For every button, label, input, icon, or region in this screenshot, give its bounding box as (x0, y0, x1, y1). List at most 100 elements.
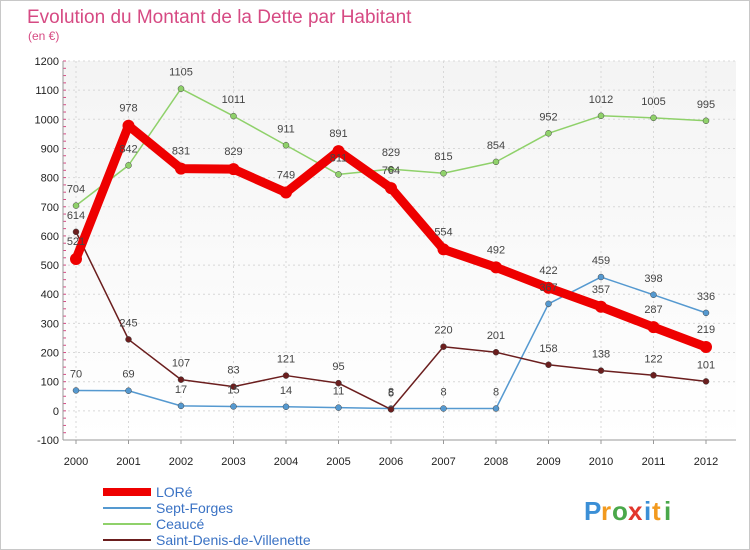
y-tick-label: -100 (37, 435, 59, 447)
data-label: 1012 (589, 94, 613, 106)
data-label: 367 (539, 282, 557, 294)
data-label: 8 (440, 387, 446, 399)
data-point (282, 372, 290, 379)
data-label: 521 (67, 236, 85, 248)
x-tick-label: 2007 (431, 456, 455, 468)
data-label: 952 (539, 111, 557, 123)
data-label: 422 (539, 265, 557, 277)
y-tick-label: 1000 (35, 114, 59, 126)
data-label: 704 (67, 184, 85, 196)
data-label: 336 (697, 291, 715, 303)
legend: LORéSept-ForgesCeaucéSaint-Denis-de-Vill… (103, 484, 311, 548)
data-label: 995 (697, 99, 715, 111)
data-label: 398 (644, 273, 662, 285)
data-label: 1105 (169, 67, 193, 79)
x-tick-label: 2005 (326, 456, 350, 468)
y-tick-label: 400 (41, 289, 59, 301)
data-point (125, 387, 132, 394)
data-point (440, 169, 447, 177)
y-tick-label: 700 (41, 202, 59, 214)
data-label: 138 (592, 349, 610, 361)
data-point (177, 376, 185, 383)
data-point (227, 163, 240, 176)
data-label: 842 (119, 143, 137, 155)
data-label: 201 (487, 330, 505, 342)
data-labels-layer: 704 842 1105 1011 911 811 829 815 854 952 1012 1005… (67, 67, 715, 400)
data-point (702, 117, 710, 125)
series-layer (70, 85, 712, 413)
data-point (72, 387, 80, 394)
data-label: 14 (280, 385, 292, 397)
data-point (387, 165, 395, 173)
data-point (282, 403, 290, 411)
data-label: 245 (119, 317, 137, 329)
data-label: 83 (227, 365, 239, 377)
data-label: 829 (382, 147, 400, 159)
data-point (282, 142, 290, 149)
svg-text:i: i (664, 496, 671, 526)
legend-label: Ceaucé (156, 516, 204, 532)
x-tick-label: 2004 (274, 456, 298, 468)
data-point (437, 243, 450, 256)
data-point (597, 112, 605, 120)
data-point (702, 378, 710, 385)
data-label: 17 (175, 384, 187, 396)
x-axis: 2000 2001 2002 2003 2004 2005 2006 2007 2008 2009… (63, 439, 736, 468)
data-label: 492 (487, 244, 505, 256)
data-point (702, 309, 710, 317)
data-label: 815 (434, 151, 452, 163)
data-label: 357 (592, 284, 610, 296)
y-tick-label: 300 (41, 318, 59, 330)
data-point (125, 162, 132, 169)
data-label: 95 (332, 361, 344, 373)
data-point (385, 182, 397, 195)
y-tick-label: 500 (41, 260, 59, 272)
legend-label: Sept-Forges (156, 500, 233, 516)
data-label: 158 (539, 343, 557, 355)
data-point (440, 343, 447, 350)
data-point (230, 403, 237, 410)
data-label: 5 (388, 387, 394, 399)
y-tick-label: 100 (41, 377, 59, 389)
y-tick-label: 800 (41, 173, 59, 185)
data-point (490, 261, 502, 274)
data-point (177, 402, 185, 410)
data-point (230, 112, 237, 120)
data-label: 8 (493, 387, 499, 399)
data-point (440, 405, 447, 412)
data-label: 854 (487, 140, 505, 152)
y-tick-label: 1100 (35, 85, 59, 97)
data-point (650, 114, 657, 122)
data-point (545, 130, 552, 137)
svg-text:o: o (612, 496, 628, 526)
data-label: 121 (277, 354, 295, 366)
data-label: 70 (70, 368, 82, 380)
x-tick-label: 2003 (221, 456, 245, 468)
x-tick-label: 2000 (64, 456, 88, 468)
plot-area (63, 61, 736, 440)
y-tick-label: 200 (41, 348, 59, 360)
data-label: 749 (277, 169, 295, 181)
svg-text:P: P (584, 496, 601, 526)
data-point (700, 340, 712, 353)
data-label: 911 (277, 123, 295, 135)
data-label: 1005 (641, 96, 665, 108)
y-tick-label: 600 (41, 231, 59, 243)
y-axis: 1200110010009008007006005004003002001000… (35, 56, 66, 447)
y-tick-label: 1200 (35, 56, 59, 68)
data-label: 122 (644, 353, 662, 365)
y-tick-label: 900 (41, 143, 59, 155)
svg-text:t: t (652, 496, 661, 526)
x-tick-label: 2011 (642, 456, 666, 468)
legend-label: LORé (156, 484, 193, 500)
data-label: 219 (697, 324, 715, 336)
data-point (492, 158, 500, 166)
x-tick-label: 2012 (694, 456, 718, 468)
x-tick-label: 2008 (484, 456, 508, 468)
data-label: 287 (644, 304, 662, 316)
data-label: 811 (330, 152, 348, 164)
data-label: 1011 (222, 94, 246, 106)
proxiti-logo: P r o x i t i (584, 496, 671, 526)
data-label: 69 (122, 369, 134, 381)
